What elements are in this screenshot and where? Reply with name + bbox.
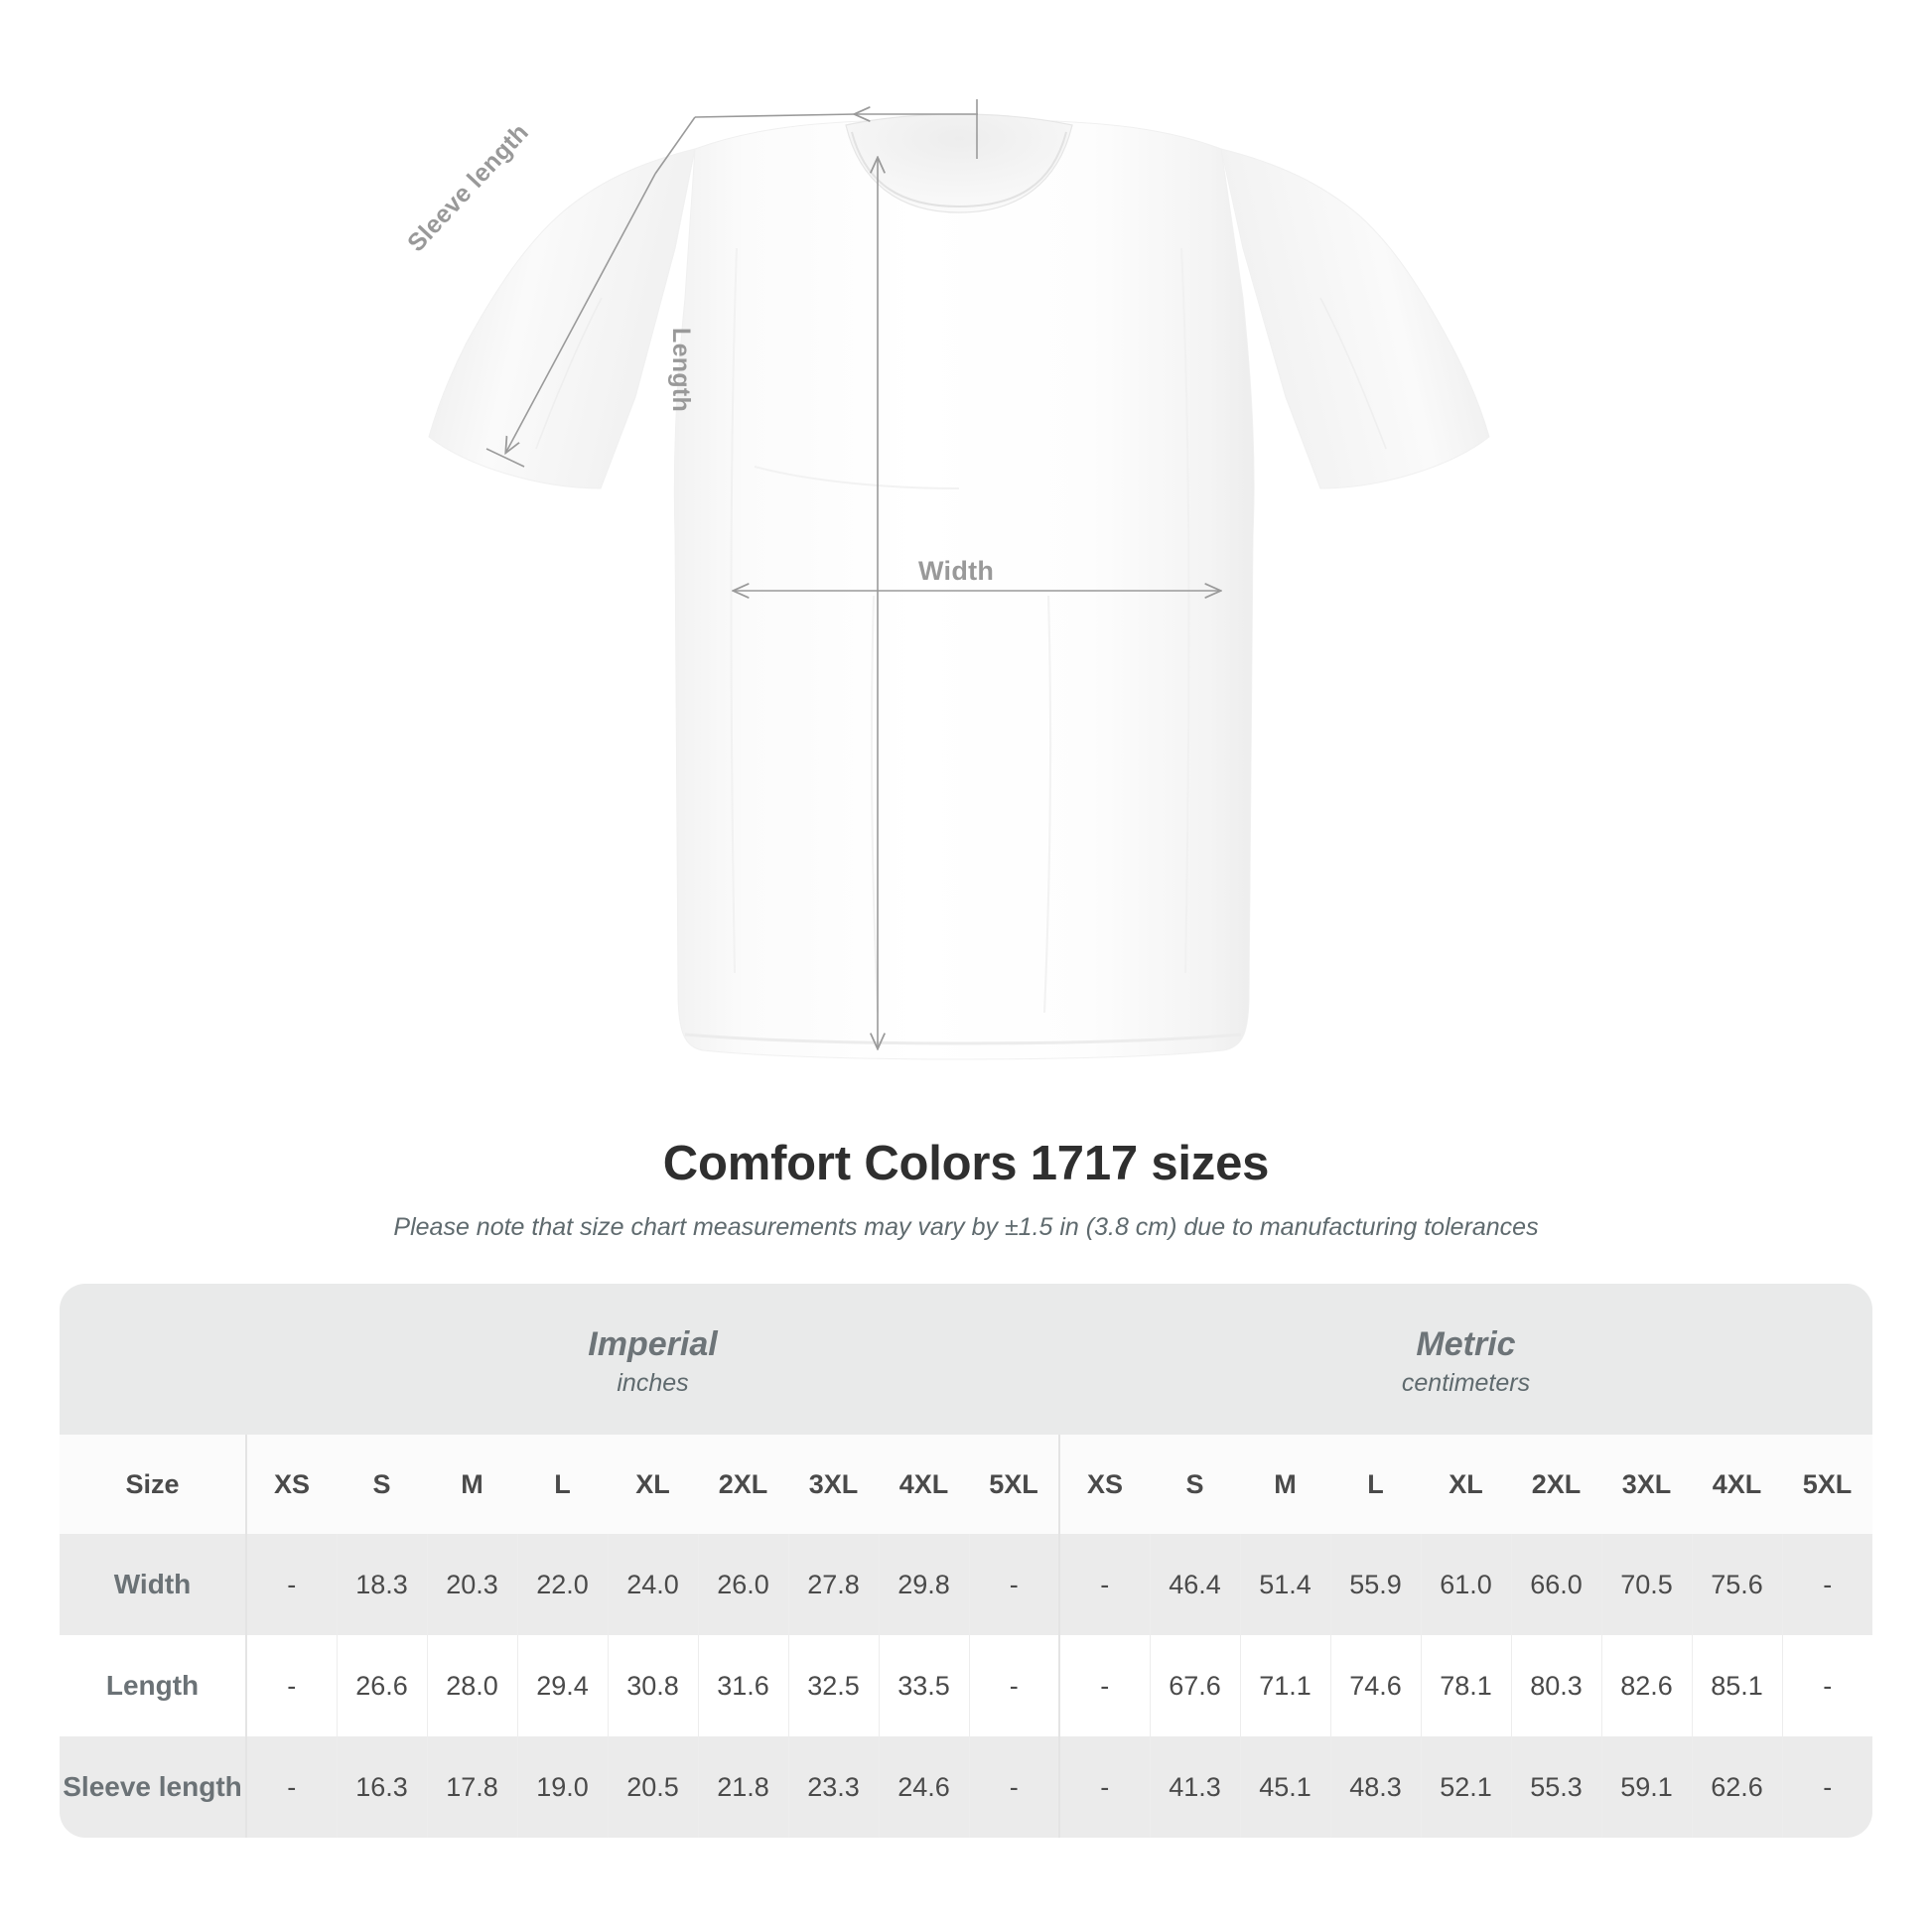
size-header-metric-m: M: [1240, 1435, 1330, 1534]
size-header-imperial-l: L: [517, 1435, 608, 1534]
cell-length-imperial-5xl: -: [968, 1635, 1059, 1736]
size-header-imperial-xl: XL: [608, 1435, 698, 1534]
length-label: Length: [667, 328, 695, 413]
cell-length-imperial-3xl: 32.5: [787, 1635, 879, 1736]
cell-sleeve-imperial-m: 17.8: [426, 1736, 517, 1838]
size-header-metric-3xl: 3XL: [1601, 1435, 1692, 1534]
row-label-width: Width: [60, 1534, 246, 1635]
size-header-metric-4xl: 4XL: [1692, 1435, 1782, 1534]
width-label: Width: [918, 556, 995, 586]
size-header-metric-l: L: [1330, 1435, 1421, 1534]
size-header-metric-2xl: 2XL: [1511, 1435, 1601, 1534]
cell-width-metric-3xl: 70.5: [1600, 1534, 1692, 1635]
cell-length-metric-2xl: 80.3: [1510, 1635, 1601, 1736]
sleeve-length-dimension: [485, 99, 978, 468]
cell-length-metric-xs: -: [1058, 1635, 1150, 1736]
row-label-length: Length: [60, 1635, 246, 1736]
size-header-metric-s: S: [1150, 1435, 1240, 1534]
cell-width-imperial-s: 18.3: [336, 1534, 427, 1635]
cell-sleeve-metric-m: 45.1: [1239, 1736, 1330, 1838]
tolerance-note: Please note that size chart measurements…: [393, 1213, 1539, 1241]
cell-sleeve-imperial-s: 16.3: [336, 1736, 427, 1838]
cell-length-metric-3xl: 82.6: [1600, 1635, 1692, 1736]
size-header-row: Size XS S M L XL 2XL 3XL 4XL 5XL XS S M …: [60, 1435, 1872, 1534]
cell-sleeve-imperial-xl: 20.5: [607, 1736, 698, 1838]
row-label-sleeve-length: Sleeve length: [60, 1736, 246, 1838]
cell-length-imperial-xs: -: [245, 1635, 337, 1736]
imperial-unit-sub: inches: [617, 1369, 689, 1397]
cell-sleeve-metric-l: 48.3: [1329, 1736, 1421, 1838]
metric-unit-sub: centimeters: [1401, 1369, 1531, 1397]
cell-sleeve-imperial-4xl: 24.6: [878, 1736, 969, 1838]
cell-width-imperial-xs: -: [245, 1534, 337, 1635]
imperial-unit-name: Imperial: [588, 1324, 718, 1363]
tshirt-drawing: [428, 99, 1490, 1060]
cell-length-imperial-l: 29.4: [516, 1635, 608, 1736]
cell-width-imperial-3xl: 27.8: [787, 1534, 879, 1635]
cell-sleeve-imperial-xs: -: [245, 1736, 337, 1838]
size-header-imperial-s: S: [337, 1435, 427, 1534]
cell-width-imperial-2xl: 26.0: [697, 1534, 788, 1635]
cell-length-metric-xl: 78.1: [1420, 1635, 1511, 1736]
size-column-header: Size: [60, 1435, 246, 1534]
cell-width-imperial-4xl: 29.8: [878, 1534, 969, 1635]
size-chart-table-container: Imperial inches Metric centimeters Size …: [60, 1284, 1872, 1838]
cell-width-metric-s: 46.4: [1149, 1534, 1240, 1635]
cell-length-imperial-m: 28.0: [426, 1635, 517, 1736]
size-header-imperial-4xl: 4XL: [879, 1435, 969, 1534]
cell-sleeve-metric-3xl: 59.1: [1600, 1736, 1692, 1838]
cell-sleeve-metric-s: 41.3: [1149, 1736, 1240, 1838]
cell-length-metric-s: 67.6: [1149, 1635, 1240, 1736]
cell-sleeve-metric-xs: -: [1058, 1736, 1150, 1838]
cell-sleeve-imperial-5xl: -: [968, 1736, 1059, 1838]
cell-width-metric-l: 55.9: [1329, 1534, 1421, 1635]
cell-length-metric-l: 74.6: [1329, 1635, 1421, 1736]
cell-width-imperial-xl: 24.0: [607, 1534, 698, 1635]
unit-header-row: Imperial inches Metric centimeters: [60, 1284, 1872, 1435]
unit-spacer-cell: [60, 1284, 246, 1435]
size-header-imperial-xs: XS: [245, 1435, 337, 1534]
cell-width-imperial-5xl: -: [968, 1534, 1059, 1635]
cell-length-imperial-s: 26.6: [336, 1635, 427, 1736]
size-header-metric-5xl: 5XL: [1782, 1435, 1872, 1534]
cell-length-metric-4xl: 85.1: [1691, 1635, 1782, 1736]
cell-length-metric-m: 71.1: [1239, 1635, 1330, 1736]
cell-width-metric-2xl: 66.0: [1510, 1534, 1601, 1635]
cell-sleeve-imperial-2xl: 21.8: [697, 1736, 788, 1838]
size-header-metric-xl: XL: [1421, 1435, 1511, 1534]
cell-sleeve-imperial-l: 19.0: [516, 1736, 608, 1838]
size-header-imperial-m: M: [427, 1435, 517, 1534]
size-header-imperial-3xl: 3XL: [788, 1435, 879, 1534]
cell-length-imperial-2xl: 31.6: [697, 1635, 788, 1736]
tshirt-illustration: Sleeve length Length Width: [402, 99, 1490, 1060]
page-title: Comfort Colors 1717 sizes: [662, 1137, 1270, 1190]
cell-sleeve-metric-4xl: 62.6: [1691, 1736, 1782, 1838]
cell-width-metric-xs: -: [1058, 1534, 1150, 1635]
cell-sleeve-metric-5xl: -: [1781, 1736, 1872, 1838]
cell-width-imperial-m: 20.3: [426, 1534, 517, 1635]
size-chart-table: Imperial inches Metric centimeters Size …: [60, 1284, 1872, 1838]
imperial-unit-cell: Imperial inches: [246, 1284, 1059, 1435]
table-row: Length - 26.6 28.0 29.4 30.8 31.6 32.5 3…: [60, 1635, 1872, 1736]
cell-sleeve-imperial-3xl: 23.3: [787, 1736, 879, 1838]
cell-width-metric-xl: 61.0: [1420, 1534, 1511, 1635]
table-row: Width - 18.3 20.3 22.0 24.0 26.0 27.8 29…: [60, 1534, 1872, 1635]
table-row: Sleeve length - 16.3 17.8 19.0 20.5 21.8…: [60, 1736, 1872, 1838]
cell-width-metric-m: 51.4: [1239, 1534, 1330, 1635]
cell-sleeve-metric-2xl: 55.3: [1510, 1736, 1601, 1838]
cell-length-metric-5xl: -: [1781, 1635, 1872, 1736]
cell-width-imperial-l: 22.0: [516, 1534, 608, 1635]
metric-unit-name: Metric: [1416, 1324, 1516, 1363]
size-header-imperial-2xl: 2XL: [698, 1435, 788, 1534]
cell-length-imperial-4xl: 33.5: [878, 1635, 969, 1736]
cell-length-imperial-xl: 30.8: [607, 1635, 698, 1736]
size-header-metric-xs: XS: [1058, 1435, 1150, 1534]
cell-width-metric-5xl: -: [1781, 1534, 1872, 1635]
size-header-imperial-5xl: 5XL: [969, 1435, 1059, 1534]
metric-unit-cell: Metric centimeters: [1059, 1284, 1872, 1435]
cell-sleeve-metric-xl: 52.1: [1420, 1736, 1511, 1838]
cell-width-metric-4xl: 75.6: [1691, 1534, 1782, 1635]
